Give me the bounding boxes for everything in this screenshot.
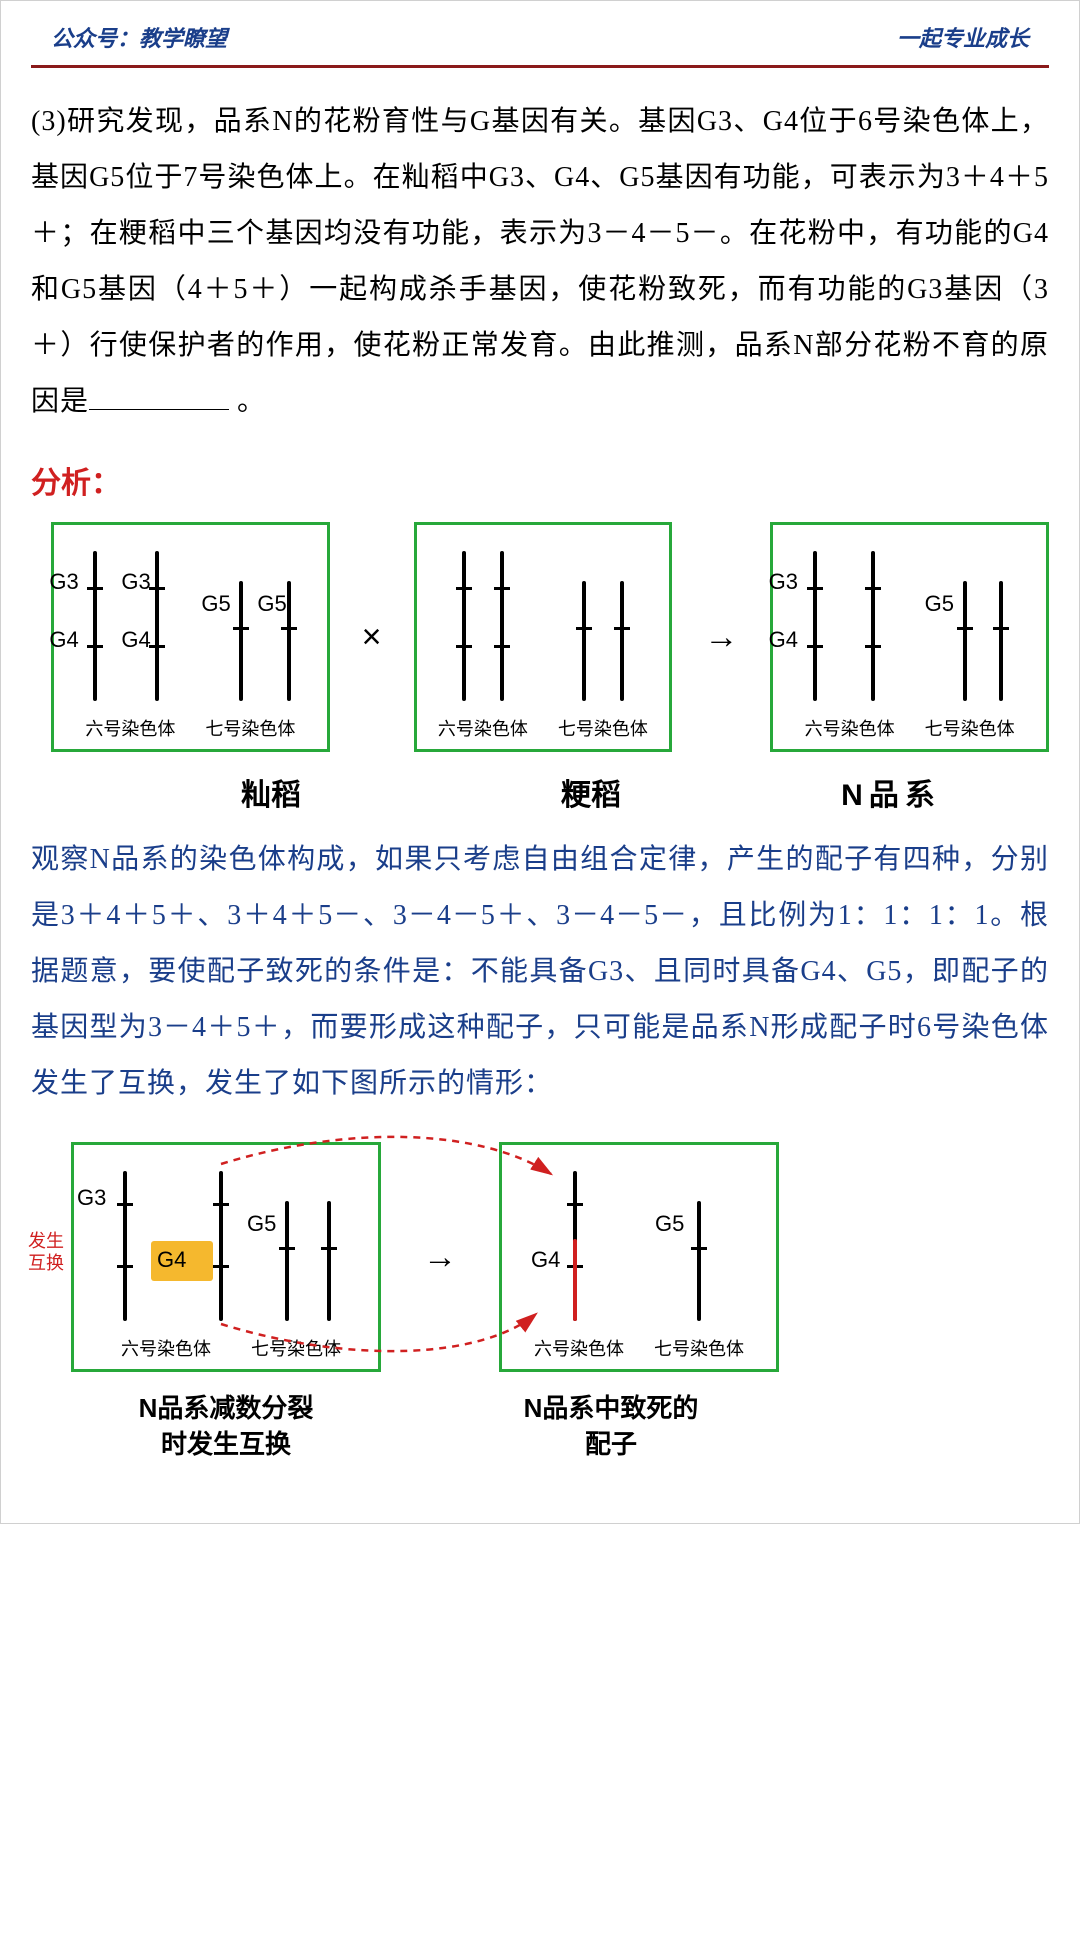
page-header: 公众号：教学瞭望 一起专业成长 (31, 1, 1049, 65)
question-tail: 。 (229, 386, 266, 417)
gene-label-g3: G3 (49, 569, 78, 595)
header-left: 公众号：教学瞭望 (51, 21, 227, 53)
arrow-operator: → (704, 618, 738, 657)
diagram-1-captions: 籼稻 粳稻 N品系 (51, 770, 1049, 814)
caption-lethal: N品系中致死的 配子 (471, 1390, 751, 1463)
chromosome-7-label: 七号染色体 (654, 1335, 744, 1361)
chromosome-7-label: 七号染色体 (205, 715, 295, 741)
diagram-row-1: G3 G4 G3 G4 六号染色体 G5 G5 (51, 522, 1049, 752)
header-rule (31, 65, 1049, 68)
caption-geng: 粳稻 (451, 770, 731, 814)
header-right: 一起专业成长 (897, 21, 1029, 53)
arrow-operator: → (423, 1238, 457, 1277)
gene-label-g3: G3 (77, 1185, 106, 1211)
gene-label-g4: G4 (49, 627, 78, 653)
caption-xian: 籼稻 (121, 770, 421, 814)
diagram-row-2: 发生 互换 G3 G4 六号染色体 G5 (71, 1142, 1049, 1372)
chromosome-6-label: 六号染色体 (805, 715, 895, 741)
swap-annotation: 发生 互换 (28, 1231, 64, 1274)
cross-operator: × (362, 618, 382, 657)
fill-blank (89, 386, 229, 410)
question-body: (3)研究发现，品系N的花粉育性与G基因有关。基因G3、G4位于6号染色体上，基… (31, 106, 1049, 417)
gene-label-g4: G4 (531, 1247, 560, 1273)
caption-crossover: N品系减数分裂 时发生互换 (71, 1390, 381, 1463)
panel-geng: 六号染色体 七号染色体 (414, 522, 673, 752)
gene-label-g4: G4 (121, 627, 150, 653)
panel-n-line: G3 G4 六号染色体 G5 七号染色体 (770, 522, 1049, 752)
panel-xian: G3 G4 G3 G4 六号染色体 G5 G5 (51, 522, 330, 752)
chromosome-6-label: 六号染色体 (438, 715, 528, 741)
chromosome-6-label: 六号染色体 (121, 1335, 211, 1361)
gene-label-g3: G3 (121, 569, 150, 595)
question-text: (3)研究发现，品系N的花粉育性与G基因有关。基因G3、G4位于6号染色体上，基… (31, 94, 1049, 430)
chromosome-6-label: 六号染色体 (85, 715, 175, 741)
chromosome-7-label: 七号染色体 (558, 715, 648, 741)
gene-label-g5: G5 (201, 591, 230, 617)
chromosome-6-label: 六号染色体 (534, 1335, 624, 1361)
caption-n-line: N品系 (761, 770, 1021, 814)
gene-label-g4: G4 (157, 1247, 186, 1273)
gene-label-g5: G5 (247, 1211, 276, 1237)
gene-label-g5: G5 (925, 591, 954, 617)
gene-label-g3: G3 (769, 569, 798, 595)
panel-n-crossover: 发生 互换 G3 G4 六号染色体 G5 (71, 1142, 381, 1372)
diagram-2-captions: N品系减数分裂 时发生互换 N品系中致死的 配子 (71, 1390, 1049, 1463)
gene-label-g5: G5 (655, 1211, 684, 1237)
analysis-heading: 分析： (31, 458, 1049, 502)
gene-label-g4: G4 (769, 627, 798, 653)
panel-lethal-gamete: G4 六号染色体 G5 七号染色体 (499, 1142, 779, 1372)
analysis-body: 观察N品系的染色体构成，如果只考虑自由组合定律，产生的配子有四种，分别是3＋4＋… (31, 832, 1049, 1112)
chromosome-7-label: 七号染色体 (251, 1335, 341, 1361)
chromosome-7-label: 七号染色体 (925, 715, 1015, 741)
gene-label-g5: G5 (257, 591, 286, 617)
